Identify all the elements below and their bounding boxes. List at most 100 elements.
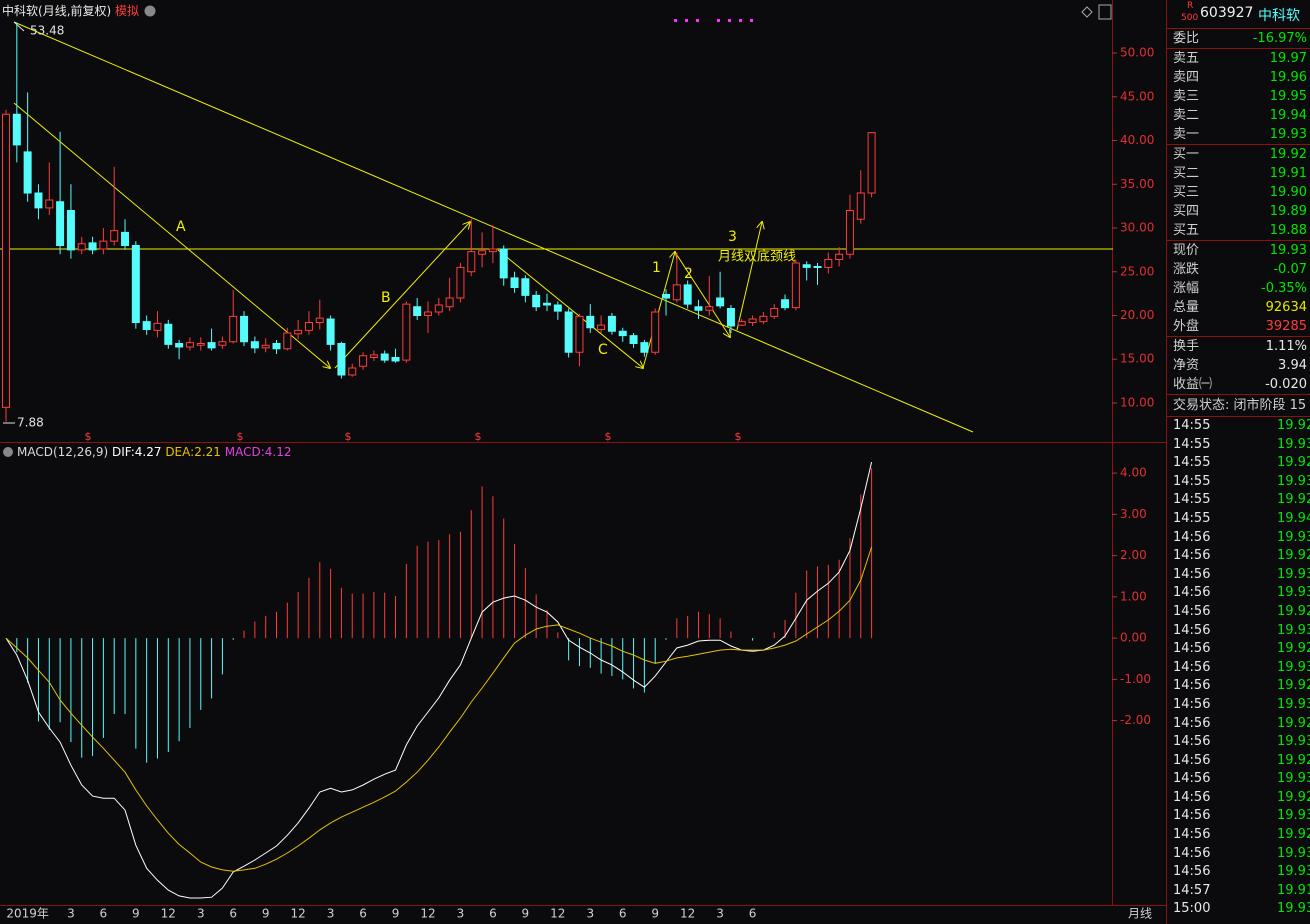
- x-tick-label: 2019年: [6, 907, 49, 921]
- y-tick-label: 3.00: [1120, 507, 1147, 521]
- quote-row: 卖三 19.95: [1167, 87, 1310, 106]
- tick-row: 14:55 19.93: [1167, 473, 1310, 492]
- candle-body: [629, 335, 638, 344]
- candle-body: [640, 342, 649, 353]
- tick-price: 19.93: [1277, 734, 1310, 750]
- quote-label: 买一: [1173, 147, 1200, 162]
- tick-price: 19.91: [1277, 882, 1310, 898]
- quote-row: 买四 19.89: [1167, 202, 1310, 221]
- quote-row: 卖四 19.96: [1167, 68, 1310, 87]
- max-label: 53.48: [30, 24, 64, 38]
- tick-price: 19.93: [1277, 436, 1310, 452]
- quote-row: 委比 -16.97%: [1167, 29, 1310, 48]
- indicator-title: MACD(12,26,9): [17, 445, 108, 459]
- quote-value: 19.93: [1269, 243, 1307, 258]
- candle-body: [467, 251, 476, 273]
- candle-body: [434, 304, 443, 313]
- tick-price: 19.93: [1277, 529, 1310, 545]
- tick-row: 14:56 19.92: [1167, 752, 1310, 771]
- quote-value: 19.97: [1269, 51, 1307, 66]
- candle-body: [499, 248, 508, 279]
- candle-body: [45, 199, 54, 209]
- x-tick-label: 3: [716, 907, 724, 921]
- legend-value: 4.27: [135, 445, 162, 459]
- candle-body: [445, 297, 454, 308]
- candle-body: [510, 277, 519, 289]
- x-tick-label: 6: [229, 907, 237, 921]
- trend-line: [736, 222, 762, 331]
- trend-line: [497, 249, 643, 368]
- tick-price: 19.93: [1277, 864, 1310, 880]
- tick-row: 14:56 19.93: [1167, 807, 1310, 826]
- candle-body: [337, 342, 346, 376]
- icons: [3, 4, 1112, 457]
- candle-body: [423, 311, 432, 316]
- tick-time: 14:56: [1173, 752, 1211, 768]
- quote-label: 净资: [1173, 358, 1200, 373]
- dot: [685, 19, 688, 22]
- y-tick-label: 45.00: [1120, 89, 1154, 103]
- candle-body: [802, 264, 811, 268]
- tick-time: 14:56: [1173, 771, 1211, 787]
- quote-label: 卖三: [1173, 89, 1200, 104]
- icon: [1098, 4, 1112, 20]
- quote-row: 卖二 19.94: [1167, 106, 1310, 125]
- quote-row: 涨幅 -0.35%: [1167, 279, 1310, 298]
- tick-price: 19.92: [1277, 455, 1310, 471]
- candle-body: [813, 266, 822, 269]
- tick-time: 14:56: [1173, 622, 1211, 638]
- candle-body: [824, 259, 833, 268]
- candle-body: [694, 306, 703, 311]
- annotations: A B C 1 2 3 月线双底颈线: [176, 219, 796, 358]
- background: [0, 0, 1166, 924]
- candle-body: [175, 342, 184, 348]
- badge: 模拟: [115, 4, 139, 18]
- annotation: 3: [728, 229, 737, 245]
- y-tick-label: 10.00: [1120, 395, 1154, 409]
- x-tick-label: 9: [651, 907, 659, 921]
- candle-body: [597, 324, 606, 330]
- tick-time: 14:56: [1173, 696, 1211, 712]
- candle-body: [110, 230, 119, 242]
- stock-name: 中科软: [1258, 8, 1300, 24]
- tick-row: 14:56 19.93: [1167, 566, 1310, 585]
- tick-price: 19.93: [1277, 696, 1310, 712]
- quote-value: 19.91: [1269, 166, 1307, 181]
- signal: $: [605, 430, 612, 443]
- candle-body: [543, 302, 551, 306]
- tick-price: 19.92: [1277, 418, 1310, 433]
- tick-row: 14:56 19.92: [1167, 715, 1310, 734]
- quote-value: 39285: [1265, 319, 1307, 334]
- tick-row: 14:55 19.92: [1167, 491, 1310, 510]
- candle-body: [229, 315, 238, 343]
- tick-price: 19.92: [1277, 548, 1310, 564]
- tick-row: 14:56 19.93: [1167, 622, 1310, 641]
- candle-body: [283, 332, 292, 350]
- tick-time: 14:56: [1173, 827, 1211, 843]
- quote-group: 买一 19.92 买二 19.91 买三 19.90 买四 19.89 买五 19.88: [1167, 145, 1310, 241]
- quote-row: 买五 19.88: [1167, 221, 1310, 240]
- tick-time: 14:56: [1173, 548, 1211, 564]
- x-tick-label: 9: [392, 907, 400, 921]
- quote-value: 19.96: [1269, 70, 1307, 85]
- candle-body: [218, 341, 227, 346]
- tick-row: 14:56 19.92: [1167, 603, 1310, 622]
- tick-time: 14:57: [1173, 882, 1211, 898]
- quote-label: 买五: [1173, 223, 1200, 238]
- candle-body: [759, 315, 768, 323]
- candle-body: [359, 355, 368, 367]
- signal: $: [237, 430, 244, 443]
- candle-body: [478, 250, 487, 255]
- tick-price: 19.93: [1277, 845, 1310, 861]
- y-tick-label: 40.00: [1120, 133, 1154, 147]
- dot: [750, 19, 753, 22]
- tick-price: 19.92: [1277, 752, 1310, 768]
- x-tick-label: 9: [262, 907, 270, 921]
- tick-price: 19.92: [1277, 678, 1310, 694]
- tick-row: 14:56 19.92: [1167, 677, 1310, 696]
- macd-line: [5, 546, 873, 872]
- candle-body: [835, 253, 844, 261]
- quote-label: 卖五: [1173, 51, 1200, 66]
- annotation: 1: [652, 260, 661, 276]
- legend-name: DIF:: [112, 445, 135, 459]
